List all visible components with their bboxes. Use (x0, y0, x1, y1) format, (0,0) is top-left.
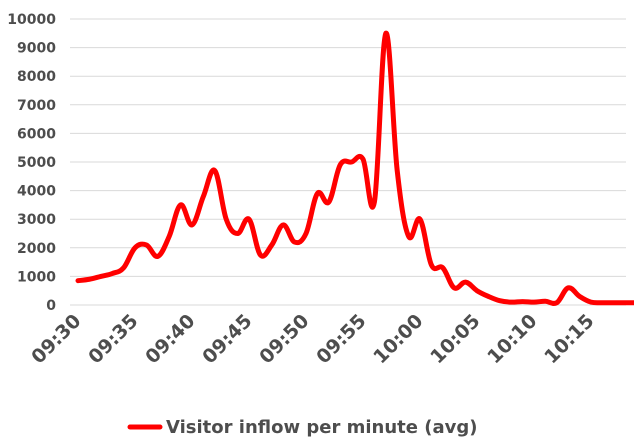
x-tick-label: 09:55 (312, 310, 370, 368)
y-tick-label: 3000 (17, 212, 56, 228)
x-tick-label: 10:15 (540, 310, 598, 368)
x-tick-label: 09:50 (255, 310, 313, 368)
x-tick-label: 09:35 (84, 310, 142, 368)
legend-label: Visitor inflow per minute (avg) (166, 417, 477, 438)
y-tick-label: 10000 (7, 12, 56, 28)
y-tick-label: 7000 (17, 98, 56, 114)
y-tick-label: 5000 (17, 155, 56, 171)
x-tick-label: 09:30 (27, 310, 85, 368)
series-line (75, 30, 634, 307)
y-tick-label: 6000 (17, 126, 56, 142)
x-axis-ticks: 09:3009:3509:4009:4509:5009:5510:0010:05… (27, 310, 598, 368)
x-tick-label: 09:45 (198, 310, 256, 368)
x-tick-label: 10:00 (369, 310, 427, 368)
x-tick-label: 09:40 (141, 310, 199, 368)
y-tick-label: 1000 (17, 269, 56, 285)
series-layer (75, 30, 634, 307)
y-tick-label: 0 (46, 298, 56, 314)
y-tick-label: 2000 (17, 241, 56, 257)
y-tick-label: 4000 (17, 184, 56, 200)
y-tick-label: 8000 (17, 69, 56, 85)
y-axis-ticks: 0 1000 2000 3000 4000 5000 6000 7000 8000 9000 100… (7, 12, 56, 314)
y-tick-label: 9000 (17, 41, 56, 57)
legend: Visitor inflow per minute (avg) (127, 417, 477, 438)
x-tick-label: 10:10 (483, 310, 541, 368)
x-tick-label: 10:05 (426, 310, 484, 368)
